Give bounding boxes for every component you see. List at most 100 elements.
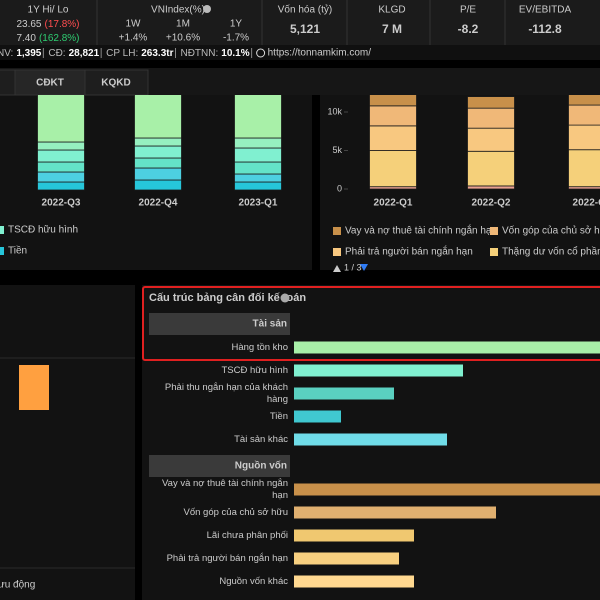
legend-label: Vay và nợ thuê tài chính ngắn hạn [345, 224, 497, 237]
label-box: Phải trả người bán ngắn hạn [166, 552, 288, 564]
period: 1W [126, 19, 142, 30]
bar [294, 483, 600, 496]
info-value: 1,395 [16, 48, 41, 59]
lo: 7.40 [16, 33, 36, 44]
group-header-bg [149, 455, 290, 477]
metric-value: 5,121 [290, 22, 320, 36]
header-bar [0, 0, 600, 45]
tab-label: CĐKT [36, 78, 64, 89]
period-value: +1.4% [119, 33, 148, 44]
info-label: NĐTNN: [180, 48, 218, 59]
x-tick-label: 2022-Q3 [573, 198, 600, 209]
info-bar [0, 45, 600, 60]
period: 1Y [230, 19, 243, 30]
legend-label: Tiền [8, 245, 27, 257]
row-label: Vay và nợ thuê tài chính ngắn hạn [162, 477, 288, 501]
y-tick-label: 10k [327, 106, 342, 116]
legend-swatch [0, 226, 4, 234]
plot [37, 95, 282, 191]
bar-segment [134, 167, 182, 181]
info-value: 28,821 [69, 48, 100, 59]
group-header-bg [149, 313, 290, 335]
bar-segment [37, 149, 85, 163]
bar [294, 506, 496, 519]
label-box: Phải thu ngắn hạn của khách hàng [164, 381, 288, 405]
bar [294, 341, 600, 354]
hi-pct: (17.8%) [45, 19, 80, 30]
row-label: Phải thu ngắn hạn của khách hàng [164, 381, 288, 405]
bar-segment [369, 125, 417, 151]
hi: 23.65 [16, 19, 41, 30]
bar [294, 387, 394, 400]
metric-label: Vốn hóa (tỷ) [278, 4, 332, 16]
x-tick-label: 2022-Q1 [374, 198, 413, 209]
bar-segment [369, 95, 417, 107]
bar [294, 433, 447, 446]
label-box: Nguồn vốn khác [219, 575, 288, 587]
period-value: +10.6% [166, 33, 200, 44]
header-dividers [96, 0, 506, 45]
bar-segment [467, 96, 515, 109]
highlight-box [142, 286, 600, 361]
bar-segment [234, 95, 282, 139]
bar-segment [134, 95, 182, 139]
bar-segment [134, 137, 182, 147]
page-down [360, 264, 368, 271]
legend-label: Thặng dư vốn cổ phần [502, 246, 600, 258]
bar [294, 552, 399, 565]
group-header: Tài sản [253, 319, 287, 330]
hi-value: 23.65 (17.8%) [16, 19, 79, 30]
hilo-label: 1Y Hi/ Lo [28, 5, 69, 16]
bar [294, 364, 463, 377]
row-label: TSCĐ hữu hình [221, 364, 288, 376]
bar-segment [134, 157, 182, 169]
bar-segment [134, 179, 182, 191]
bar-segment [37, 161, 85, 173]
label-box: Lãi chưa phân phối [207, 530, 288, 541]
legend-swatch [0, 247, 4, 255]
row-label: Tài sản khác [234, 433, 288, 445]
x-tick-label: 2023-Q1 [239, 198, 278, 209]
metric-label: P/E [460, 5, 476, 16]
bar-segment [234, 161, 282, 175]
row-label: Vốn góp của chủ sở hữu [183, 506, 289, 518]
bar-segment [568, 124, 600, 151]
vnindex-label: VNIndex(%) [151, 5, 205, 16]
row-label: Hàng tồn kho [231, 341, 288, 353]
link-icon [256, 48, 266, 58]
bars [294, 341, 600, 588]
info-value: 10.1% [221, 48, 249, 59]
metric-value: -8.2 [458, 22, 479, 36]
label-box: TSCĐ hữu hình [221, 364, 288, 376]
x-tick-label: 2022-Q2 [472, 198, 511, 209]
bar-segment [467, 107, 515, 129]
period: 1M [176, 19, 190, 30]
bar-segment [234, 147, 282, 163]
row-label: Nguồn vốn khác [219, 575, 288, 587]
info-item: NĐTNN: 10.1% [180, 48, 249, 59]
pagination: 1 / 3 [344, 262, 362, 272]
info-label: CĐ: [48, 48, 65, 59]
period-value: -1.7% [223, 33, 249, 44]
bar [19, 365, 49, 410]
label-box: Hàng tồn kho [231, 341, 288, 353]
lo-pct: (162.8%) [39, 33, 80, 44]
tab[interactable] [0, 69, 16, 96]
row-label: Tiền [269, 410, 288, 422]
row-label: Phải trả người bán ngắn hạn [166, 552, 288, 564]
panel [0, 285, 135, 600]
info-label: CP LH: [106, 48, 138, 59]
legend-swatch [490, 248, 498, 256]
label-box: Vay và nợ thuê tài chính ngắn hạn [162, 477, 288, 501]
tab[interactable] [84, 69, 149, 96]
tab-label: KQKD [101, 78, 130, 89]
info-icon [280, 293, 290, 303]
bar-segment [37, 95, 85, 143]
bar-segment [37, 171, 85, 183]
panel [320, 95, 600, 270]
bar-segment [467, 127, 515, 152]
metric-value: 7 M [382, 22, 402, 36]
legend-label: Vốn góp của chủ sở hữu [502, 225, 600, 237]
legend-swatch [333, 227, 341, 235]
